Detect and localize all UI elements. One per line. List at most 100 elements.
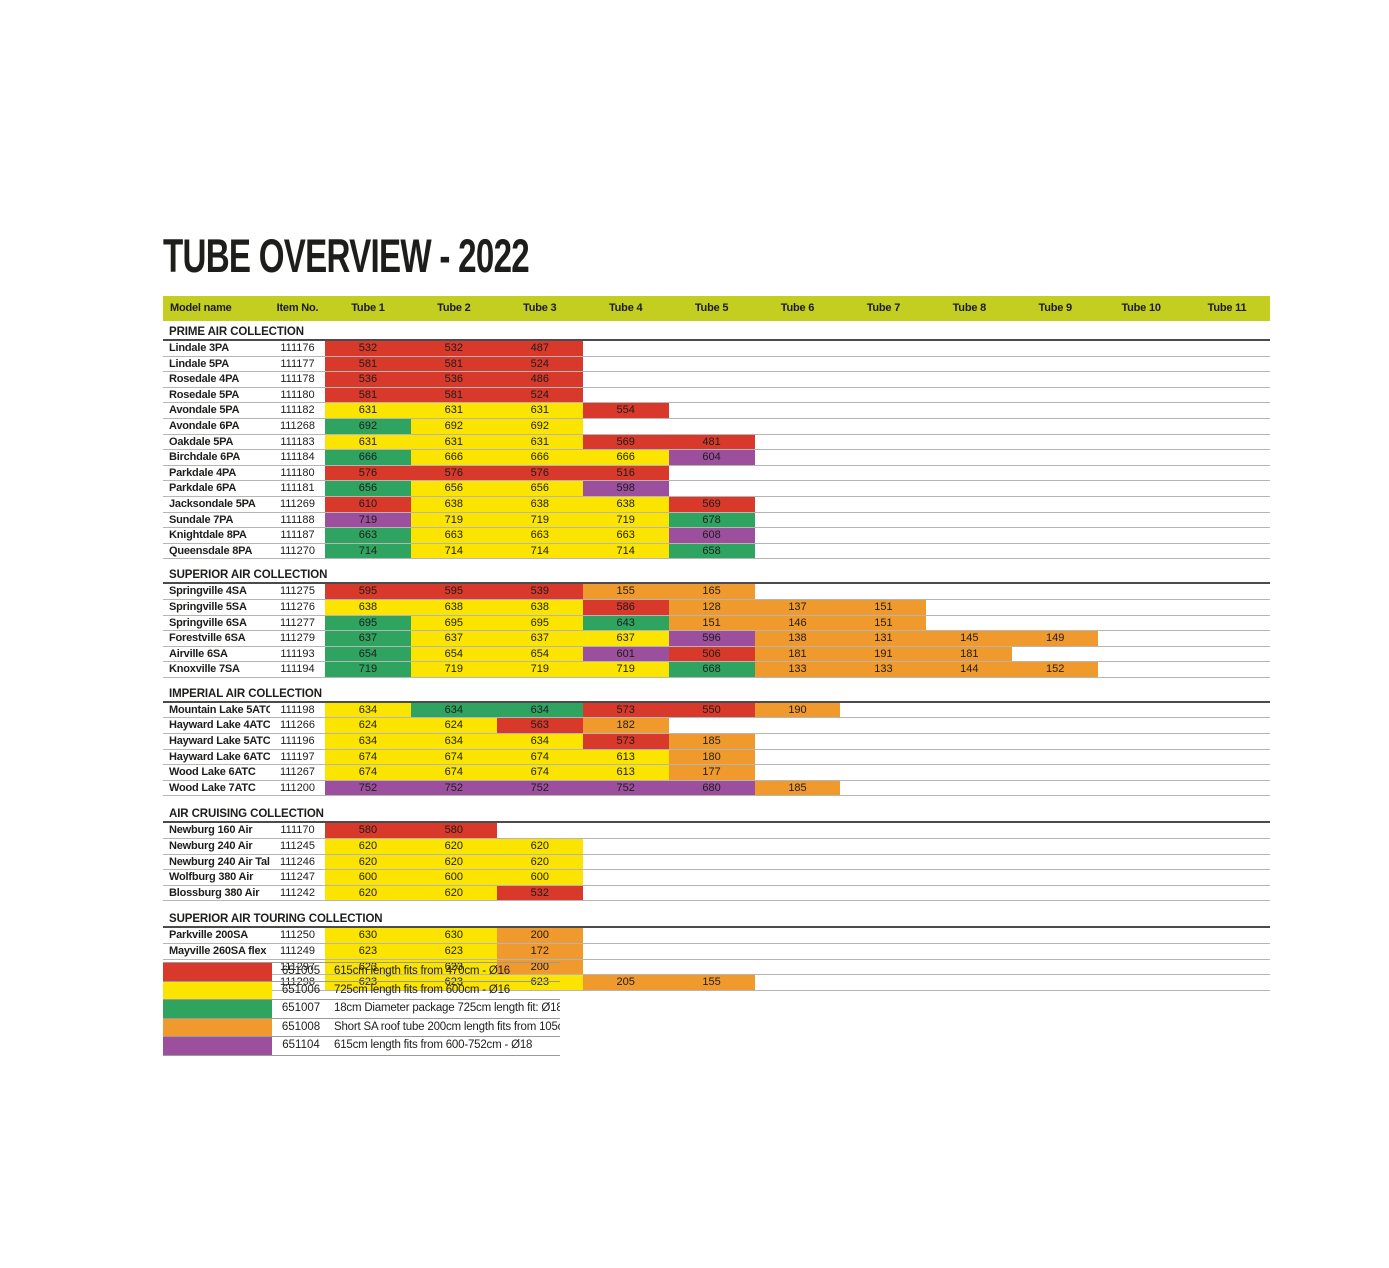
tube-cell: 151 (840, 615, 927, 631)
table-row: Wood Lake 7ATC 111200 752 752 752 752 680 185 (163, 780, 1270, 797)
tube-cell (1184, 357, 1270, 372)
tube-cell (926, 839, 1012, 854)
tube-cell (669, 839, 755, 854)
legend-description: Short SA roof tube 200cm length fits fro… (334, 1020, 560, 1033)
tube-cell (926, 703, 1012, 718)
item-no: 111178 (280, 373, 315, 386)
tube-cell (1012, 372, 1098, 387)
tube-cell (669, 466, 755, 481)
tube-cell (926, 734, 1012, 749)
tube-cell: 638 (410, 599, 497, 615)
red-swatch (163, 963, 272, 981)
tube-cell: 581 (325, 387, 411, 403)
tube-cell: 596 (668, 631, 755, 646)
tube-cell: 714 (325, 543, 411, 559)
item-no: 111183 (280, 435, 315, 448)
model-name: Newburg 240 Air (169, 840, 253, 853)
item-no: 111247 (279, 871, 316, 884)
legend-description: 615cm length fits from 470cm - Ø16 (334, 965, 510, 977)
tube-cell: 177 (668, 765, 755, 780)
tube-cell: 152 (1012, 662, 1099, 677)
tube-cell (1012, 886, 1098, 901)
tube-cell: 678 (668, 512, 755, 528)
model-name: Wood Lake 7ATC (169, 781, 256, 794)
model-name: Knightdale 8PA (169, 529, 247, 542)
item-no: 111297 (279, 960, 316, 973)
tube-cell: 181 (926, 646, 1013, 662)
tube-cell: 182 (582, 718, 669, 734)
tube-cell: 656 (325, 481, 411, 496)
tube-cell: 576 (325, 465, 411, 481)
tube-cell (1012, 481, 1098, 496)
tube-cell: 634 (496, 702, 583, 718)
tube-cell: 138 (754, 631, 841, 646)
tube-cell (755, 450, 841, 465)
table-row: Springville 5SA 111276 638 638 638 586 128 137 1… (163, 599, 1270, 616)
tube-cell (669, 960, 755, 975)
tube-cell: 719 (496, 512, 583, 528)
tube-cell (755, 419, 841, 434)
column-header-tube-9: Tube 9 (1038, 302, 1073, 314)
tube-cell (926, 341, 1012, 356)
tube-cell (669, 823, 755, 838)
tube-cell (840, 419, 926, 434)
tube-cell (1184, 662, 1270, 677)
tube-cell (1184, 372, 1270, 387)
tube-cell: 695 (496, 615, 583, 631)
tube-cell (1184, 703, 1270, 718)
tube-cell: 569 (582, 434, 669, 450)
tube-cell (926, 718, 1012, 733)
tube-cell (1012, 855, 1098, 870)
tube-cell (1184, 497, 1270, 512)
tube-cell (755, 481, 841, 496)
tube-cell: 191 (840, 646, 927, 662)
table-row: Hayward Lake 5ATC 111196 634 634 634 573 185 (163, 734, 1270, 750)
tube-cell: 714 (496, 543, 583, 559)
tube-cell: 613 (582, 765, 669, 780)
tube-cell: 180 (668, 749, 755, 765)
model-name: Birchdale 6PA (169, 451, 241, 464)
table-row: Newburg 160 Air 111170 580 580 (163, 823, 1270, 840)
tube-cell: 146 (754, 615, 841, 631)
tube-cell (1012, 544, 1098, 559)
tube-cell: 604 (668, 450, 755, 465)
tube-cell (1098, 600, 1184, 615)
tube-cell (755, 584, 841, 599)
table-row: Queensdale 8PA 111270 714 714 714 714 658 (163, 543, 1270, 560)
item-no: 111242 (279, 886, 316, 899)
tube-cell: 674 (410, 749, 497, 765)
tube-cell: 752 (496, 780, 583, 796)
tube-cell: 623 (325, 944, 411, 959)
tube-cell (926, 975, 1012, 990)
tube-cell: 581 (410, 356, 497, 372)
tube-cell: 200 (496, 928, 583, 943)
tube-cell (1012, 450, 1098, 465)
tube-cell: 486 (496, 372, 583, 387)
table-row: Parkville 200SA 111250 630 630 200 (163, 928, 1270, 944)
tube-cell: 631 (410, 434, 497, 450)
tube-cell (669, 855, 755, 870)
tube-cell: 598 (582, 481, 669, 496)
tube-cell: 550 (668, 702, 755, 718)
tube-cell (1098, 435, 1184, 450)
tube-cell (840, 584, 926, 599)
table-row: Lindale 5PA 111177 581 581 524 (163, 356, 1270, 373)
item-no: 111275 (279, 585, 316, 598)
table-row: Mayville 260SA flex 111249 623 623 172 (163, 944, 1270, 960)
section-header: AIR CRUISING COLLECTION (163, 808, 1270, 824)
tube-cell (840, 388, 926, 403)
tube-cell: 532 (325, 341, 411, 356)
tube-cell (1098, 928, 1184, 943)
tube-cell (1184, 419, 1270, 434)
tube-cell (583, 960, 669, 975)
tube-cell: 630 (410, 928, 497, 943)
tube-cell (1184, 600, 1270, 615)
page-title: TUBE OVERVIEW - 2022 (163, 229, 530, 283)
tube-cell: 634 (325, 702, 411, 718)
tube-cell: 719 (325, 512, 411, 528)
tube-cell (1098, 765, 1184, 780)
model-name: Forestville 6SA (169, 632, 246, 645)
tube-cell: 172 (496, 944, 583, 959)
tube-cell (926, 513, 1012, 528)
tube-cell (755, 975, 841, 990)
